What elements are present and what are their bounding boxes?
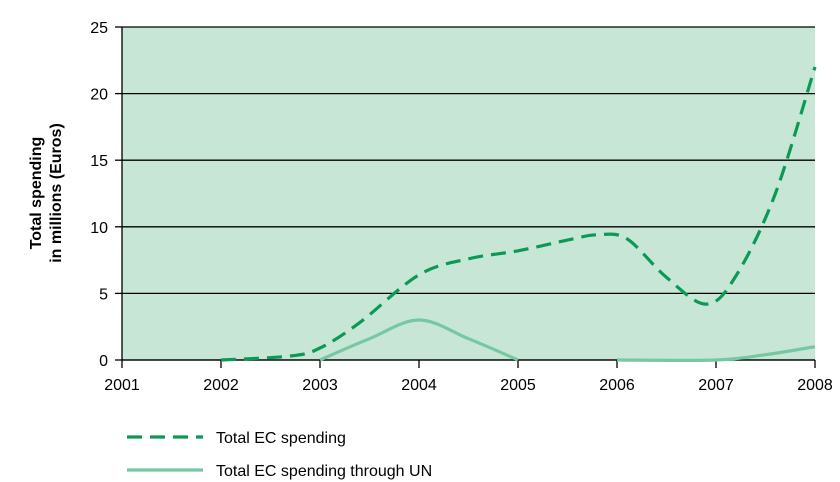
x-tick-label: 2002 [203,377,239,394]
y-axis-title-line-1: Total spending [28,137,45,250]
series-line-0 [220,66,817,362]
legend-label-ec-spending-un: Total EC spending through UN [216,463,432,480]
x-tick-label: 2005 [500,377,536,394]
legend-label-ec-spending: Total EC spending [216,430,346,447]
series-line-1-segment-2 [616,345,816,362]
y-tick-label: 15 [90,153,108,170]
series-layer [220,66,817,362]
x-tick-label: 2006 [599,377,635,394]
legend: Total EC spending Total EC spending thro… [127,430,432,480]
x-axis: 2001 2002 2003 2004 2005 2006 2007 2008 [104,359,833,394]
x-tick-label: 2003 [302,377,338,394]
y-tick-label: 10 [90,220,108,237]
x-tick-label: 2007 [698,377,734,394]
y-tick-label: 25 [90,20,108,37]
y-tick-label: 0 [99,353,108,370]
y-axis: 0 5 10 15 20 25 [90,20,123,370]
series-line-1 [319,318,519,362]
y-tick-label: 20 [90,87,108,104]
x-tick-label: 2008 [797,377,833,394]
x-tick-label: 2001 [104,377,140,394]
y-tick-label: 5 [99,286,108,303]
y-axis-title-line-2: in millions (Euros) [48,123,65,263]
plot-background [122,27,815,360]
x-tick-label: 2004 [401,377,437,394]
